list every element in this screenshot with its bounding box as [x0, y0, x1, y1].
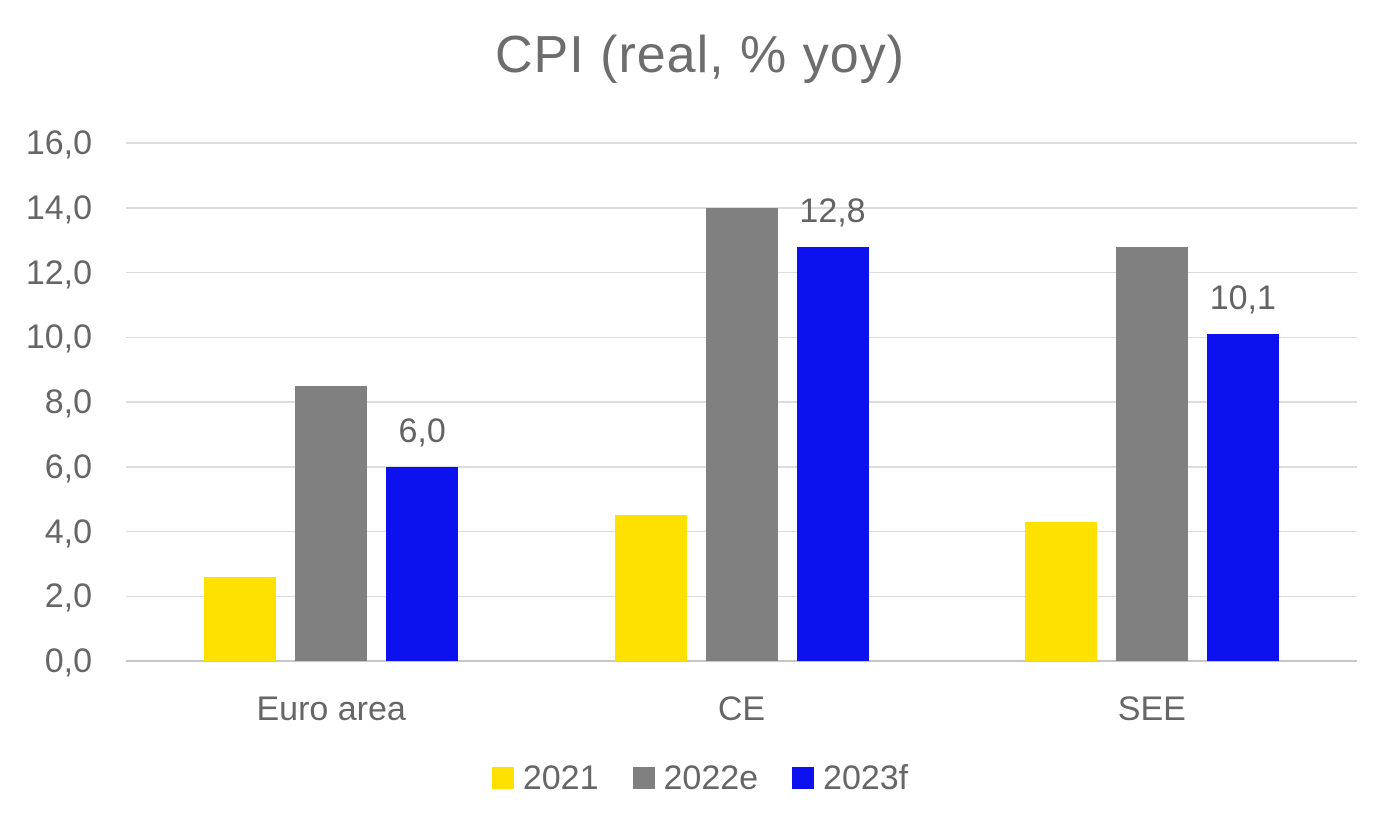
y-axis-tick-12: 12,0 [25, 253, 92, 292]
x-axis-label-ce: CE [717, 690, 766, 728]
bar-2021-ce [614, 515, 687, 661]
data-label-see: 10,1 [1209, 279, 1276, 317]
legend-label-2022e: 2022e [663, 759, 759, 797]
legend-label-2023f: 2023f [823, 759, 909, 797]
x-axis-label-euro-area: Euro area [256, 690, 406, 728]
bar-2021-euro-area [204, 576, 277, 661]
y-axis-tick-16: 16,0 [25, 124, 92, 162]
bar-2022e-euro-area [295, 385, 368, 661]
data-label-euro-area: 6,0 [398, 411, 446, 450]
legend-label-2021: 2021 [522, 759, 599, 797]
legend-swatch-2022e [632, 767, 655, 789]
plot-area [126, 142, 1357, 662]
legend-item-2023f: 2023f [792, 758, 908, 798]
y-axis-tick-14: 14,0 [25, 188, 92, 227]
legend-swatch-2021 [491, 767, 514, 789]
bar-2023f-euro-area [386, 466, 459, 661]
x-axis-label-see: SEE [1117, 690, 1186, 728]
bar-2021-see [1024, 521, 1097, 661]
bar-2023f-see [1206, 334, 1279, 661]
bar-2023f-ce [796, 246, 869, 661]
x-axis-line [126, 660, 1357, 662]
bar-2022e-ce [705, 207, 778, 661]
y-axis-tick-0: 0,0 [44, 642, 92, 680]
y-axis-tick-6: 6,0 [44, 447, 92, 486]
y-axis-tick-2: 2,0 [44, 577, 92, 616]
legend: 2021 2022e 2023f [0, 758, 1400, 798]
y-axis-tick-8: 8,0 [44, 383, 92, 421]
data-label-ce: 12,8 [799, 191, 866, 230]
bar-2022e-see [1115, 246, 1188, 661]
legend-item-2022e: 2022e [632, 758, 759, 798]
y-axis-tick-10: 10,0 [25, 318, 92, 357]
gridline-16 [126, 142, 1357, 144]
chart-title: CPI (real, % yoy) [495, 26, 905, 84]
y-axis-tick-4: 4,0 [44, 512, 92, 551]
legend-item-2021: 2021 [491, 758, 599, 798]
legend-swatch-2023f [792, 767, 815, 789]
